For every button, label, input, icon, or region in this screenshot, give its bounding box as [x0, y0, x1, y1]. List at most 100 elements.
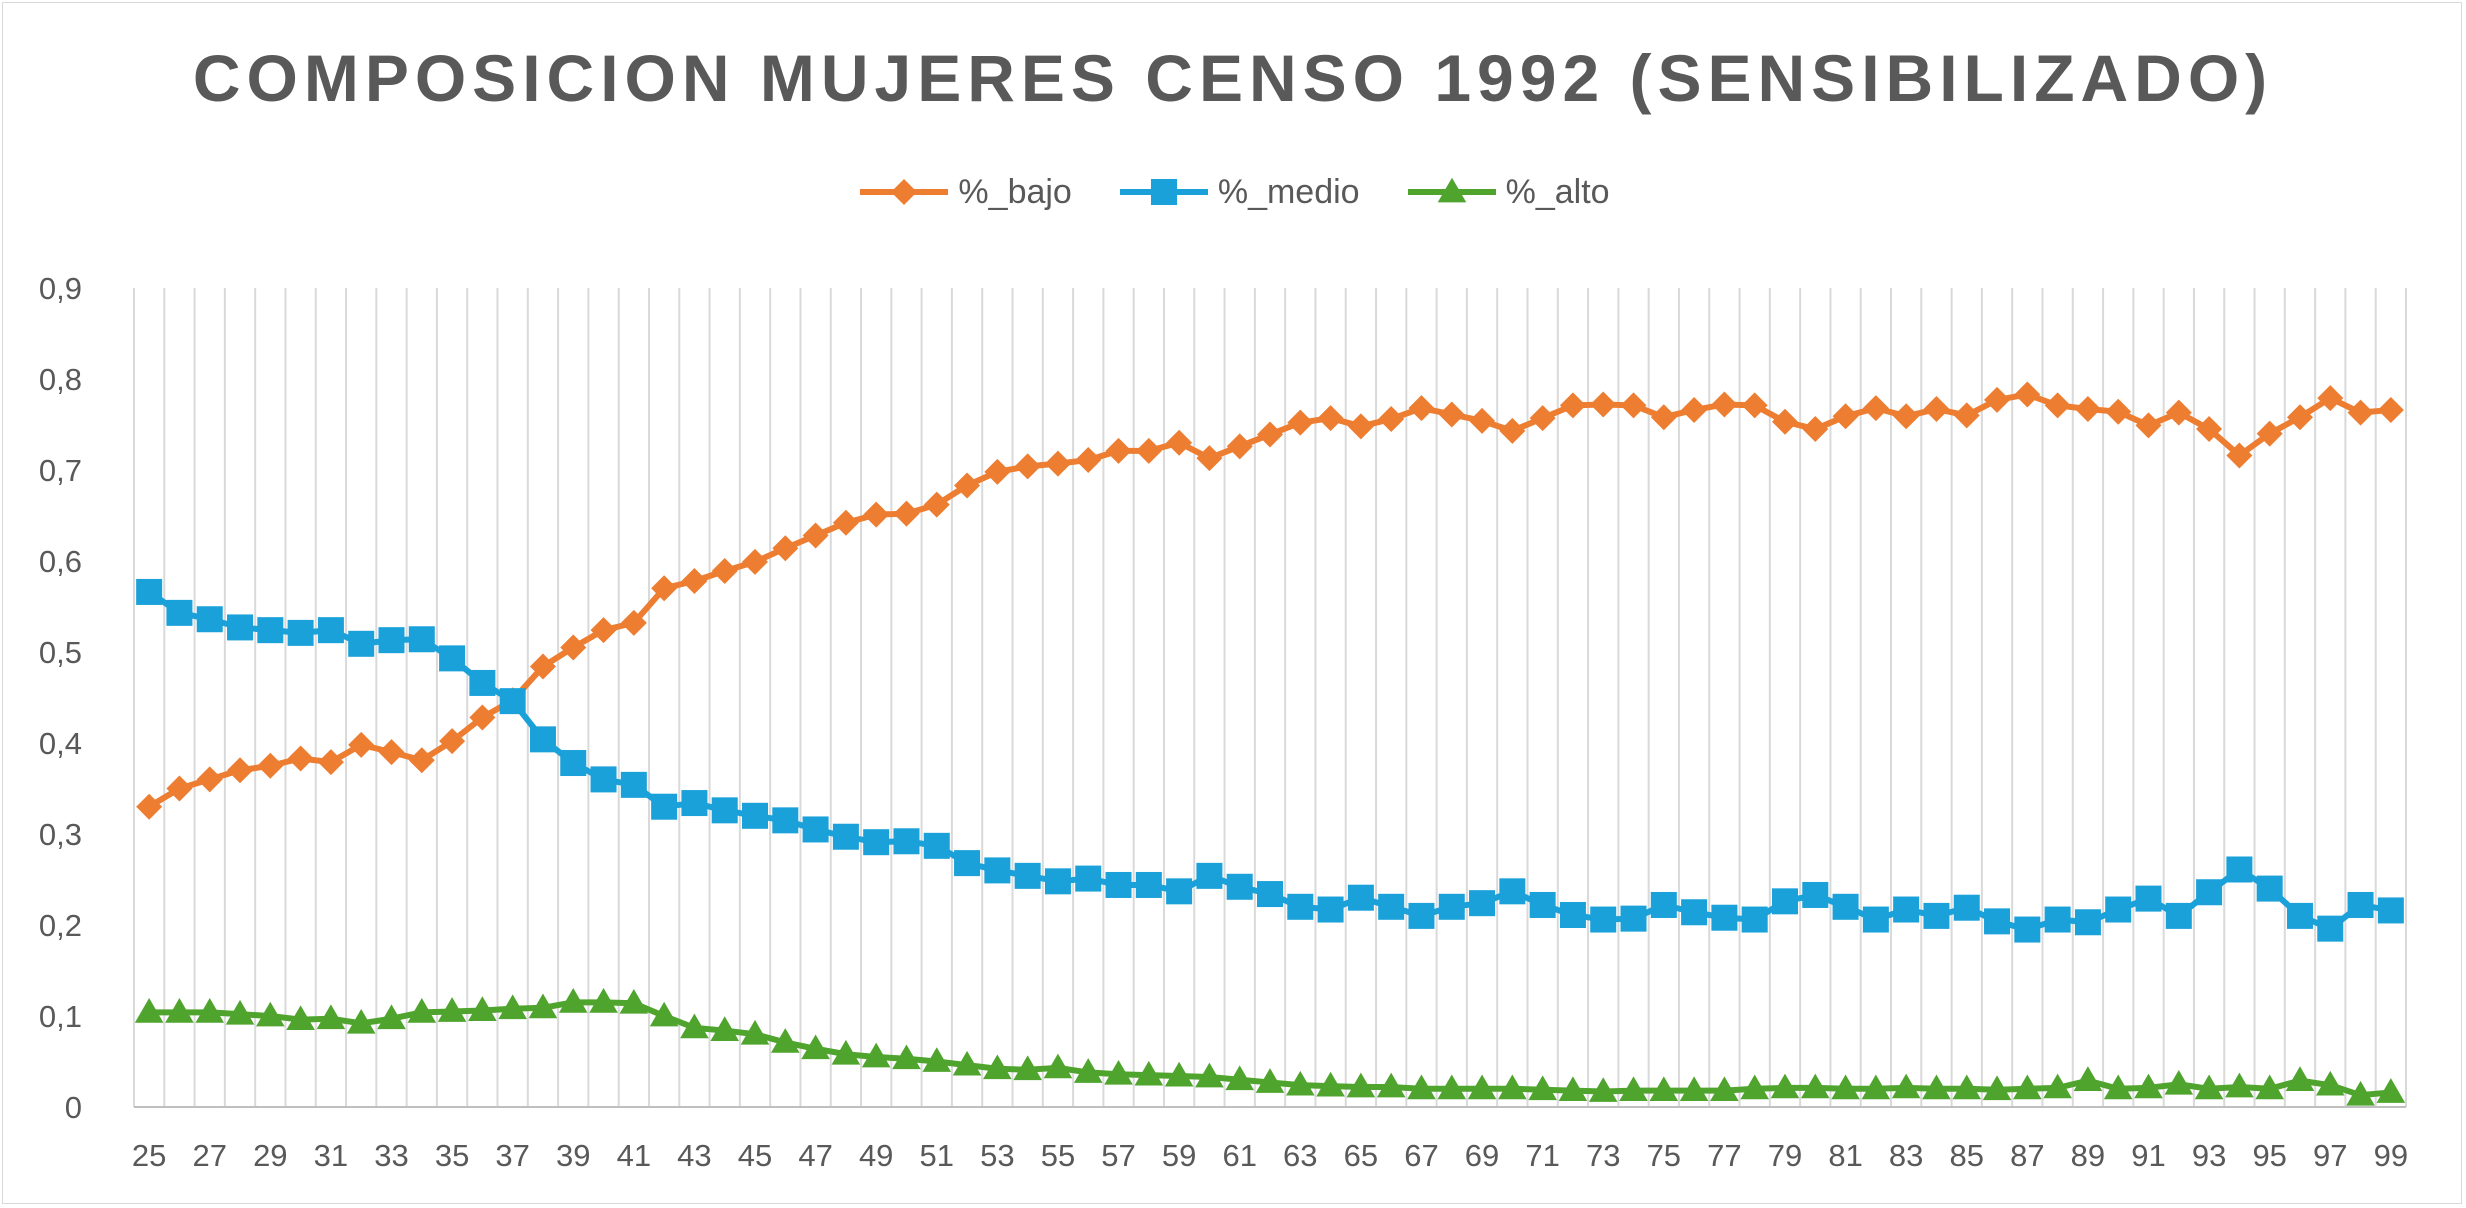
- x-tick-label: 65: [1344, 1138, 1378, 1173]
- data-point-bajo: [2074, 396, 2101, 423]
- x-tick-label: 91: [2131, 1138, 2165, 1173]
- data-point-alto: [1407, 1074, 1436, 1100]
- data-point-alto: [165, 998, 194, 1023]
- x-tick-label: 79: [1768, 1138, 1802, 1173]
- legend-label: %_bajo: [958, 172, 1072, 211]
- data-point-bajo: [1681, 396, 1708, 423]
- y-tick-label: 0,5: [39, 635, 82, 670]
- data-point-bajo: [469, 704, 496, 731]
- data-point-medio: [136, 578, 163, 605]
- data-point-medio: [1408, 902, 1435, 929]
- legend-marker-icon: [860, 179, 949, 205]
- data-point-bajo: [1166, 429, 1193, 456]
- x-tick-label: 87: [2010, 1138, 2044, 1173]
- data-point-alto: [861, 1042, 891, 1068]
- x-tick-label: 33: [374, 1138, 408, 1173]
- data-point-bajo: [2226, 442, 2253, 469]
- data-point-bajo: [1923, 396, 1950, 423]
- y-tick-label: 0,9: [39, 271, 82, 306]
- data-point-bajo: [984, 458, 1011, 485]
- x-tick-label: 97: [2313, 1138, 2347, 1173]
- data-point-bajo: [1620, 392, 1647, 419]
- x-tick-label: 57: [1101, 1138, 1135, 1173]
- data-point-alto: [1376, 1072, 1406, 1098]
- data-point-bajo: [1075, 446, 1102, 473]
- data-point-medio: [893, 828, 920, 855]
- data-point-alto: [286, 1005, 315, 1031]
- data-point-medio: [681, 790, 708, 817]
- data-point-alto: [316, 1004, 346, 1030]
- chart-title: COMPOSICION MUJERES CENSO 1992 (SENSIBIL…: [192, 41, 2274, 115]
- data-point-bajo: [439, 728, 466, 755]
- data-point-bajo: [1559, 392, 1586, 419]
- data-point-bajo: [1529, 405, 1556, 432]
- data-point-medio: [1741, 906, 1768, 933]
- data-point-bajo: [1499, 417, 1526, 444]
- legend-item: %_alto: [1404, 172, 1610, 212]
- data-point-alto: [1528, 1075, 1557, 1101]
- data-point-bajo: [1862, 395, 1889, 422]
- x-tick-label: 39: [556, 1138, 590, 1173]
- data-point-alto: [2073, 1066, 2103, 1092]
- data-point-bajo: [1317, 405, 1344, 432]
- series-line-bajo: [147, 391, 2392, 810]
- data-point-bajo: [408, 747, 435, 774]
- data-point-alto: [952, 1050, 982, 1076]
- data-point-medio: [1559, 901, 1586, 928]
- data-point-medio: [1650, 891, 1677, 918]
- data-point-medio: [1438, 893, 1465, 920]
- data-point-alto: [2346, 1080, 2375, 1106]
- data-point-alto: [1679, 1076, 1709, 1102]
- data-point-alto: [1104, 1059, 1133, 1085]
- data-point-alto: [1285, 1070, 1315, 1096]
- data-point-medio: [1226, 873, 1253, 900]
- data-point-medio: [408, 626, 435, 653]
- x-tick-label: 31: [314, 1138, 348, 1173]
- data-point-alto: [1891, 1073, 1921, 1099]
- data-point-medio: [1196, 862, 1223, 889]
- data-point-alto: [2013, 1074, 2042, 1100]
- data-point-bajo: [681, 568, 708, 595]
- data-point-alto: [1437, 1074, 1467, 1100]
- data-point-medio: [1257, 881, 1283, 908]
- data-point-bajo: [1196, 445, 1223, 472]
- data-point-alto: [1346, 1072, 1376, 1098]
- data-point-alto: [1225, 1065, 1255, 1091]
- data-point-medio: [1771, 888, 1798, 915]
- data-point-medio: [499, 688, 526, 715]
- x-tick-label: 45: [738, 1138, 772, 1173]
- data-point-medio: [2317, 915, 2344, 942]
- data-point-medio: [2105, 896, 2132, 923]
- x-tick-label: 59: [1162, 1138, 1196, 1173]
- data-point-medio: [2377, 897, 2404, 924]
- data-point-medio: [1802, 881, 1829, 908]
- data-point-alto: [1588, 1077, 1618, 1102]
- data-point-bajo: [1711, 391, 1738, 418]
- data-point-bajo: [1771, 408, 1798, 435]
- x-tick-label: 51: [920, 1138, 954, 1173]
- data-point-alto: [771, 1028, 800, 1053]
- data-point-bajo: [2196, 416, 2223, 443]
- data-point-alto: [649, 1001, 679, 1027]
- data-point-alto: [892, 1044, 921, 1070]
- data-point-alto: [1649, 1076, 1679, 1102]
- data-point-medio: [439, 645, 466, 672]
- x-tick-label: 37: [495, 1138, 529, 1173]
- data-point-bajo: [1105, 437, 1132, 464]
- data-point-medio: [2347, 891, 2374, 918]
- x-tick-label: 89: [2071, 1138, 2105, 1173]
- data-point-alto: [498, 994, 527, 1020]
- data-point-medio: [2014, 916, 2041, 943]
- data-point-medio: [1044, 868, 1071, 895]
- data-point-medio: [1378, 893, 1405, 920]
- data-point-medio: [348, 630, 375, 657]
- data-point-medio: [1014, 862, 1041, 889]
- data-point-alto: [831, 1039, 861, 1065]
- data-point-medio: [1287, 893, 1314, 920]
- data-point-medio: [1166, 878, 1193, 905]
- x-tick-label: 29: [253, 1138, 287, 1173]
- legend-marker-icon: [1407, 177, 1496, 203]
- data-point-medio: [1711, 904, 1738, 931]
- y-tick-label: 0,7: [39, 453, 82, 488]
